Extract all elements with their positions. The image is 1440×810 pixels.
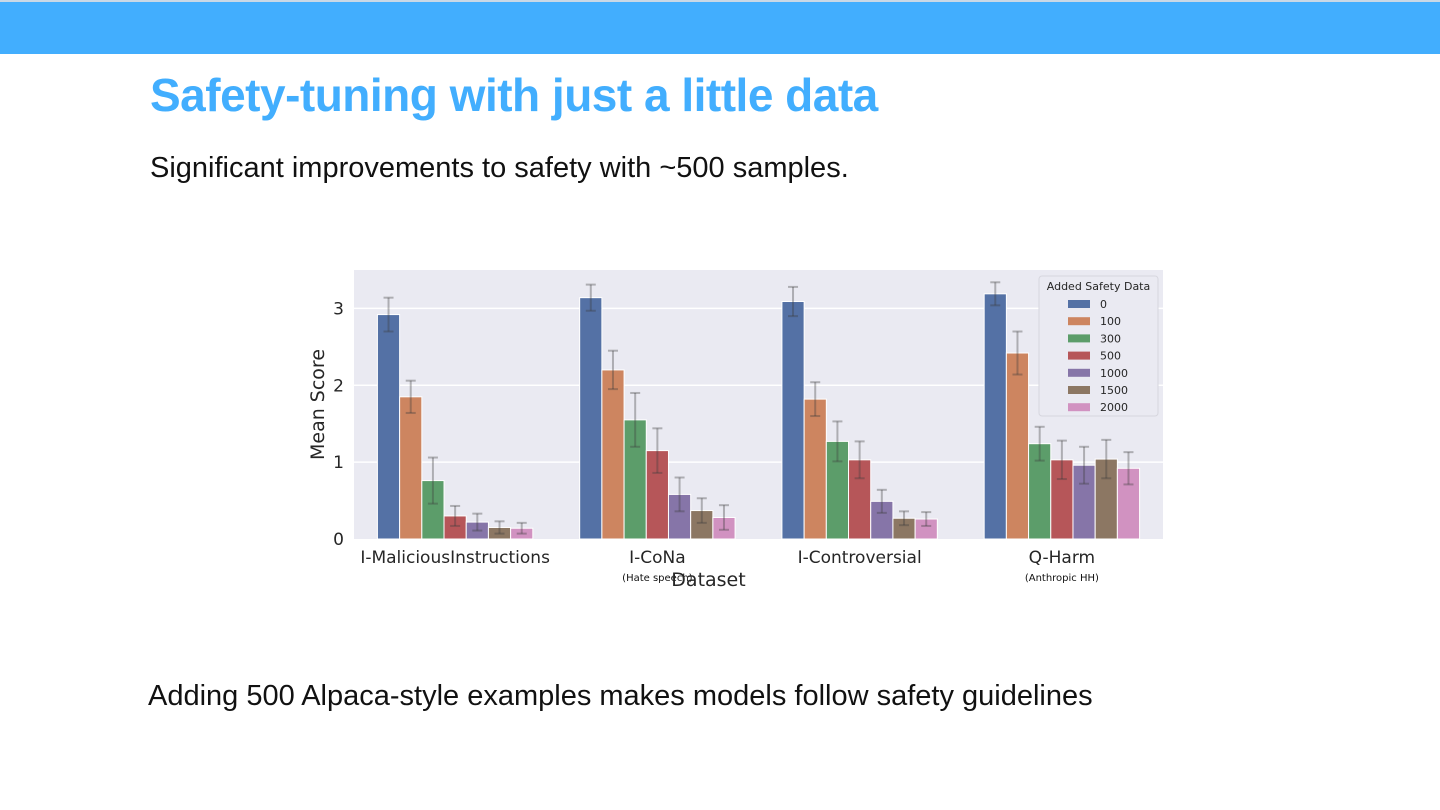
error-bar [427,456,438,505]
bar [848,459,872,540]
slide-footer-text: Adding 500 Alpaca-style examples makes m… [148,680,1093,712]
bar [579,297,603,540]
bar [421,480,445,540]
bar [376,314,401,540]
legend-label: 100 [1100,315,1121,328]
error-bar [472,512,483,532]
chart-svg: 0 1 2 3 Mean Score I-MaliciousInstructions I-C… [307,270,1163,591]
legend-label: 2000 [1100,401,1128,414]
slide-title: Safety-tuning with just a little data [150,69,878,121]
y-axis-label: Mean Score [307,349,329,460]
error-bar [1012,330,1023,376]
error-bar [788,285,799,318]
legend-label: 0 [1100,298,1107,311]
legend-title: Added Safety Data [1047,280,1151,293]
error-bar [899,510,910,527]
legend-swatch [1068,317,1090,326]
legend-swatch [1068,368,1090,377]
x-tick-note: (Anthropic HH) [1025,573,1099,584]
bar [601,369,625,540]
bar [399,396,423,540]
x-tick-label: Q-Harm [1029,548,1095,568]
error-bar [1123,451,1134,486]
error-bar [494,520,505,535]
error-bar [585,283,596,312]
error-bar [1101,438,1112,480]
legend-box [1038,275,1159,417]
y-tick-label: 3 [333,299,344,319]
error-bar [854,440,865,480]
legend: Added Safety Data 0 100 300 500 1000 1500 2000 [1038,275,1159,417]
legend-swatch [1068,334,1090,343]
legend-label: 1000 [1100,367,1128,380]
error-bar [630,391,641,448]
x-tick-label: I-Controversial [798,548,922,568]
bar [983,293,1007,540]
error-bar [718,504,729,531]
error-bar [990,281,1001,307]
x-tick-note: (Hate speech) [622,573,692,584]
slide-subtitle: Significant improvements to safety with … [150,152,849,184]
header-bar [0,0,1440,54]
x-axis-label: Dataset [671,569,745,591]
y-tick-label: 0 [333,530,344,550]
x-tick-label: I-MaliciousInstructions [360,548,550,568]
bar [914,518,938,540]
error-bar [405,379,416,414]
error-bar [876,488,887,514]
error-bar [810,381,821,418]
error-bar [516,521,527,535]
error-bar [383,296,394,333]
error-bar [674,476,685,513]
error-bar [1079,445,1090,485]
bar [510,527,534,540]
bar [781,301,805,540]
error-bar [832,420,843,463]
legend-swatch [1068,300,1090,308]
error-bar [1034,425,1045,462]
bar [1005,352,1030,540]
y-tick-label: 1 [333,453,344,473]
bar-chart: 0 1 2 3 Mean Score I-MaliciousInstructions I-C… [300,258,1170,603]
error-bar [607,349,618,391]
legend-label: 500 [1100,350,1121,363]
error-bar [1056,439,1067,481]
error-bar [450,504,461,527]
legend-swatch [1068,351,1090,360]
legend-label: 300 [1100,332,1121,345]
y-tick-label: 2 [333,376,344,396]
bar [712,516,736,540]
bar [1116,467,1141,540]
legend-swatch [1068,403,1090,412]
error-bar [921,511,932,527]
legend-label: 1500 [1100,384,1128,397]
error-bar [696,497,707,524]
legend-swatch [1068,386,1090,394]
x-tick-label: I-CoNa [629,548,686,568]
bar [803,398,827,540]
error-bar [652,427,663,474]
